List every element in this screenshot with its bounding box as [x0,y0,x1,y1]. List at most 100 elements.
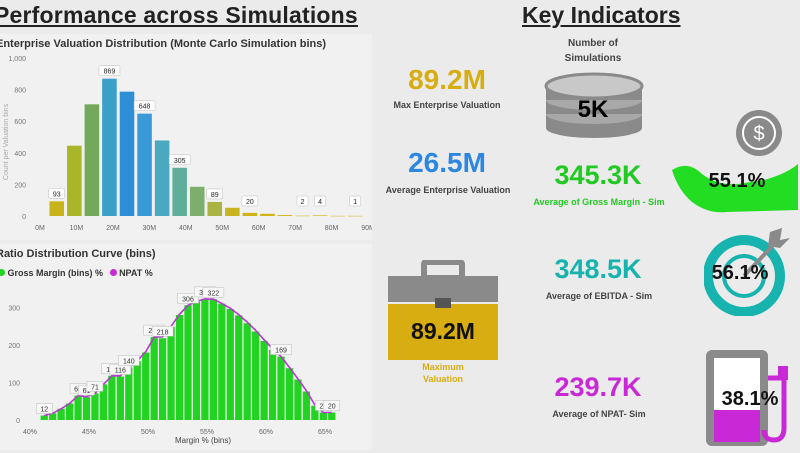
data-label-box [206,188,224,200]
gross-margin-value: 345.3K [554,160,642,190]
gross-margin-bar [116,376,124,420]
valuation-distribution-panel: Enterprise Valuation Distribution (Monte… [0,34,372,240]
x-tick-label: 40M [179,225,193,232]
y-tick-label: 300 [8,306,20,313]
gross-margin-bar [150,337,158,420]
coins-icon [544,70,644,140]
data-label: 1 [353,199,357,206]
gross-margin-bar [319,412,327,420]
data-label: 20 [319,404,327,411]
gross-margin-bar [91,393,99,420]
gross-margin-bar [159,338,167,420]
data-label: 20 [246,199,254,206]
data-label: 4 [318,199,322,206]
x-tick-label: 70M [288,225,302,232]
gross-margin-bar [268,349,277,420]
data-label-box [241,195,259,207]
gross-margin-bar [201,298,209,420]
x-tick-label: 30M [143,225,157,232]
gross-margin-bar [260,340,268,420]
x-tick-label: 90M [361,225,372,232]
gross-margin-bar [65,403,74,420]
data-label-box [314,195,326,207]
valuation-chart-title: Enterprise Valuation Distribution (Monte… [0,38,327,50]
gross-margin-bar [277,356,285,420]
gross-margin-bar [243,323,251,420]
gross-margin-label: Average of Gross Margin - Sim [533,197,665,207]
x-tick-label: 80M [325,225,339,232]
gross-margin-bar [40,415,48,420]
ebitda-label: Average of EBITDA - Sim [545,291,653,301]
avg-valuation-label: Average Enterprise Valuation [385,185,511,195]
gross-margin-bar [142,352,150,420]
x-tick-label: 20M [106,225,120,232]
data-label: 61 [83,388,91,395]
gross-margin-bar [99,384,108,420]
gross-margin-bar [252,331,260,420]
x-tick-label: 40% [23,429,37,436]
data-label: 71 [91,384,99,391]
data-label-box [296,195,309,207]
page-title: Performance across Simulations [0,2,358,28]
ratio-legend: Gross Margin (bins) % NPAT % [0,268,153,278]
gross-margin-bar [226,309,234,420]
y-tick-label: 800 [14,88,26,95]
x-tick-label: 45% [82,429,96,436]
data-label: 169 [275,348,287,355]
y-axis-label: Count per Valuation bins [3,103,10,180]
x-tick-label: 65% [318,429,332,436]
num-simulations-value: 5K [577,96,609,123]
x-tick-label: 10M [70,225,84,232]
gross-margin-bar [328,412,336,420]
histogram-bar [260,213,275,216]
histogram-bar [67,145,82,216]
histogram-bar [242,212,258,216]
gross-margin-bar [218,303,226,420]
x-tick-label: 50M [215,225,229,232]
gross-margin-bar [57,408,65,420]
histogram-bar [277,215,293,216]
valuation-histogram: 1,000 800 600 400 200 0 Count per Valuation bi… [3,56,372,232]
ratio-chart-title: Ratio Distribution Curve (bins) [0,248,156,260]
histogram-bar [84,104,100,216]
legend-npat-marker [109,269,117,276]
gross-margin-bar [74,395,82,420]
data-label-box [86,381,104,392]
gross-margin-bar [133,361,141,420]
y-tick-label: 100 [8,381,20,388]
ratio-distribution-panel: Ratio Distribution Curve (bins) Gross Ma… [0,244,372,450]
x-tick-label: 0M [35,225,45,232]
fuel-pump-icon [704,348,800,448]
max-valuation-label: Max Enterprise Valuation [393,100,501,110]
ratio-xaxis-label: Margin % (bins) [175,436,232,445]
npat-fill-level [714,409,760,442]
y-tick-label: 400 [14,151,26,158]
legend-gross-label: Gross Margin (bins) % [7,268,104,278]
gross-margin-bar [49,413,57,420]
data-label: 116 [115,368,126,375]
data-label: 140 [123,359,135,366]
histogram-bar [295,215,310,217]
data-label: 218 [157,329,169,336]
gross-margin-bar [167,327,175,420]
histogram-bar [102,78,117,216]
data-label: 648 [139,104,151,111]
histogram-bar [119,91,135,216]
gross-margin-bar [235,315,243,420]
data-label: 2 [301,199,305,206]
data-label-box [48,188,66,199]
ebitda-value: 348.5K [554,254,642,284]
ebitda-pct: 56.1% [711,262,769,284]
y-tick-label: 200 [14,182,26,189]
gross-margin-bar [285,368,294,420]
data-label: 65 [74,387,82,394]
data-label-box [202,287,225,298]
npat-value: 239.7K [554,372,642,402]
data-label: 89 [211,192,219,199]
data-label-box [168,154,191,166]
gross-margin-bar [184,305,192,420]
histogram-bar [312,215,328,216]
briefcase-value: 89.2M [411,318,475,344]
data-label: 12 [40,407,48,414]
x-tick-label: 60M [252,225,266,232]
